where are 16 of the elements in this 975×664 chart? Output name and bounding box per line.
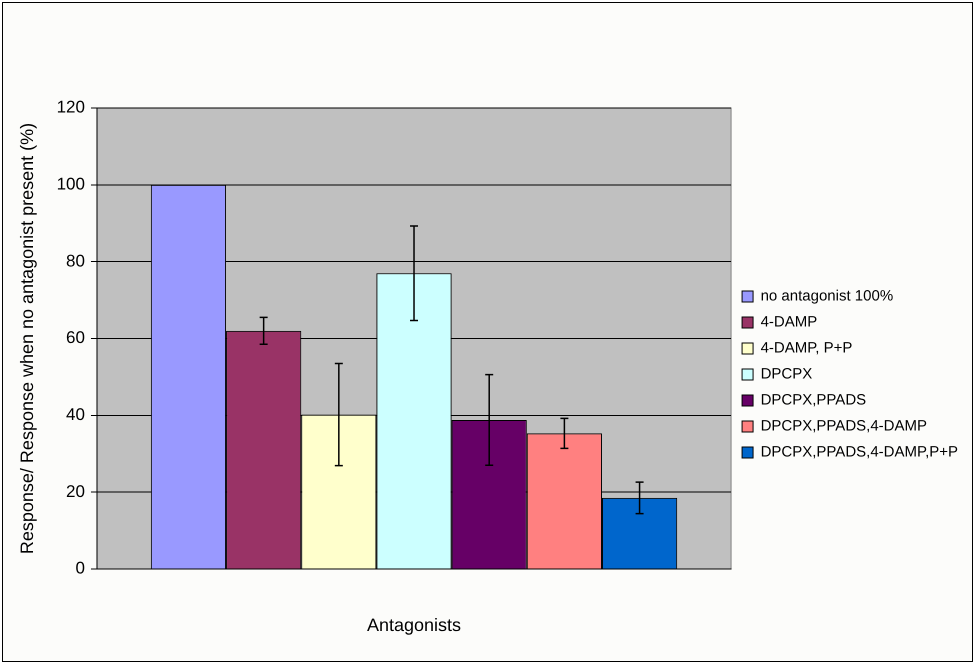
y-tick-label: 120	[56, 98, 85, 117]
legend-label: DPCPX,PPADS,4-DAMP,P+P	[760, 444, 958, 461]
legend-label: DPCPX,PPADS	[760, 392, 866, 409]
legend-label: 4-DAMP, P+P	[760, 340, 852, 357]
y-tick-label: 0	[75, 558, 85, 578]
y-tick-label: 20	[66, 482, 85, 501]
y-tick-label: 80	[66, 251, 85, 270]
y-tick-label: 60	[66, 328, 85, 348]
legend-label: 4-DAMP	[760, 314, 818, 331]
x-axis-title: Antagonists	[366, 615, 462, 636]
legend-label: DPCPX	[760, 366, 812, 383]
y-axis-title: Response/ Response when no antagonist present (%)	[16, 122, 37, 554]
legend-label: no antagonist 100%	[760, 288, 894, 305]
legend-label: DPCPX,PPADS,4-DAMP	[760, 418, 928, 435]
y-tick-label: 100	[56, 174, 85, 194]
y-tick-label: 40	[66, 405, 85, 424]
